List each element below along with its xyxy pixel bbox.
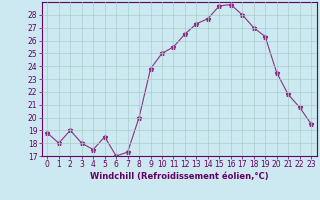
X-axis label: Windchill (Refroidissement éolien,°C): Windchill (Refroidissement éolien,°C) [90,172,268,181]
